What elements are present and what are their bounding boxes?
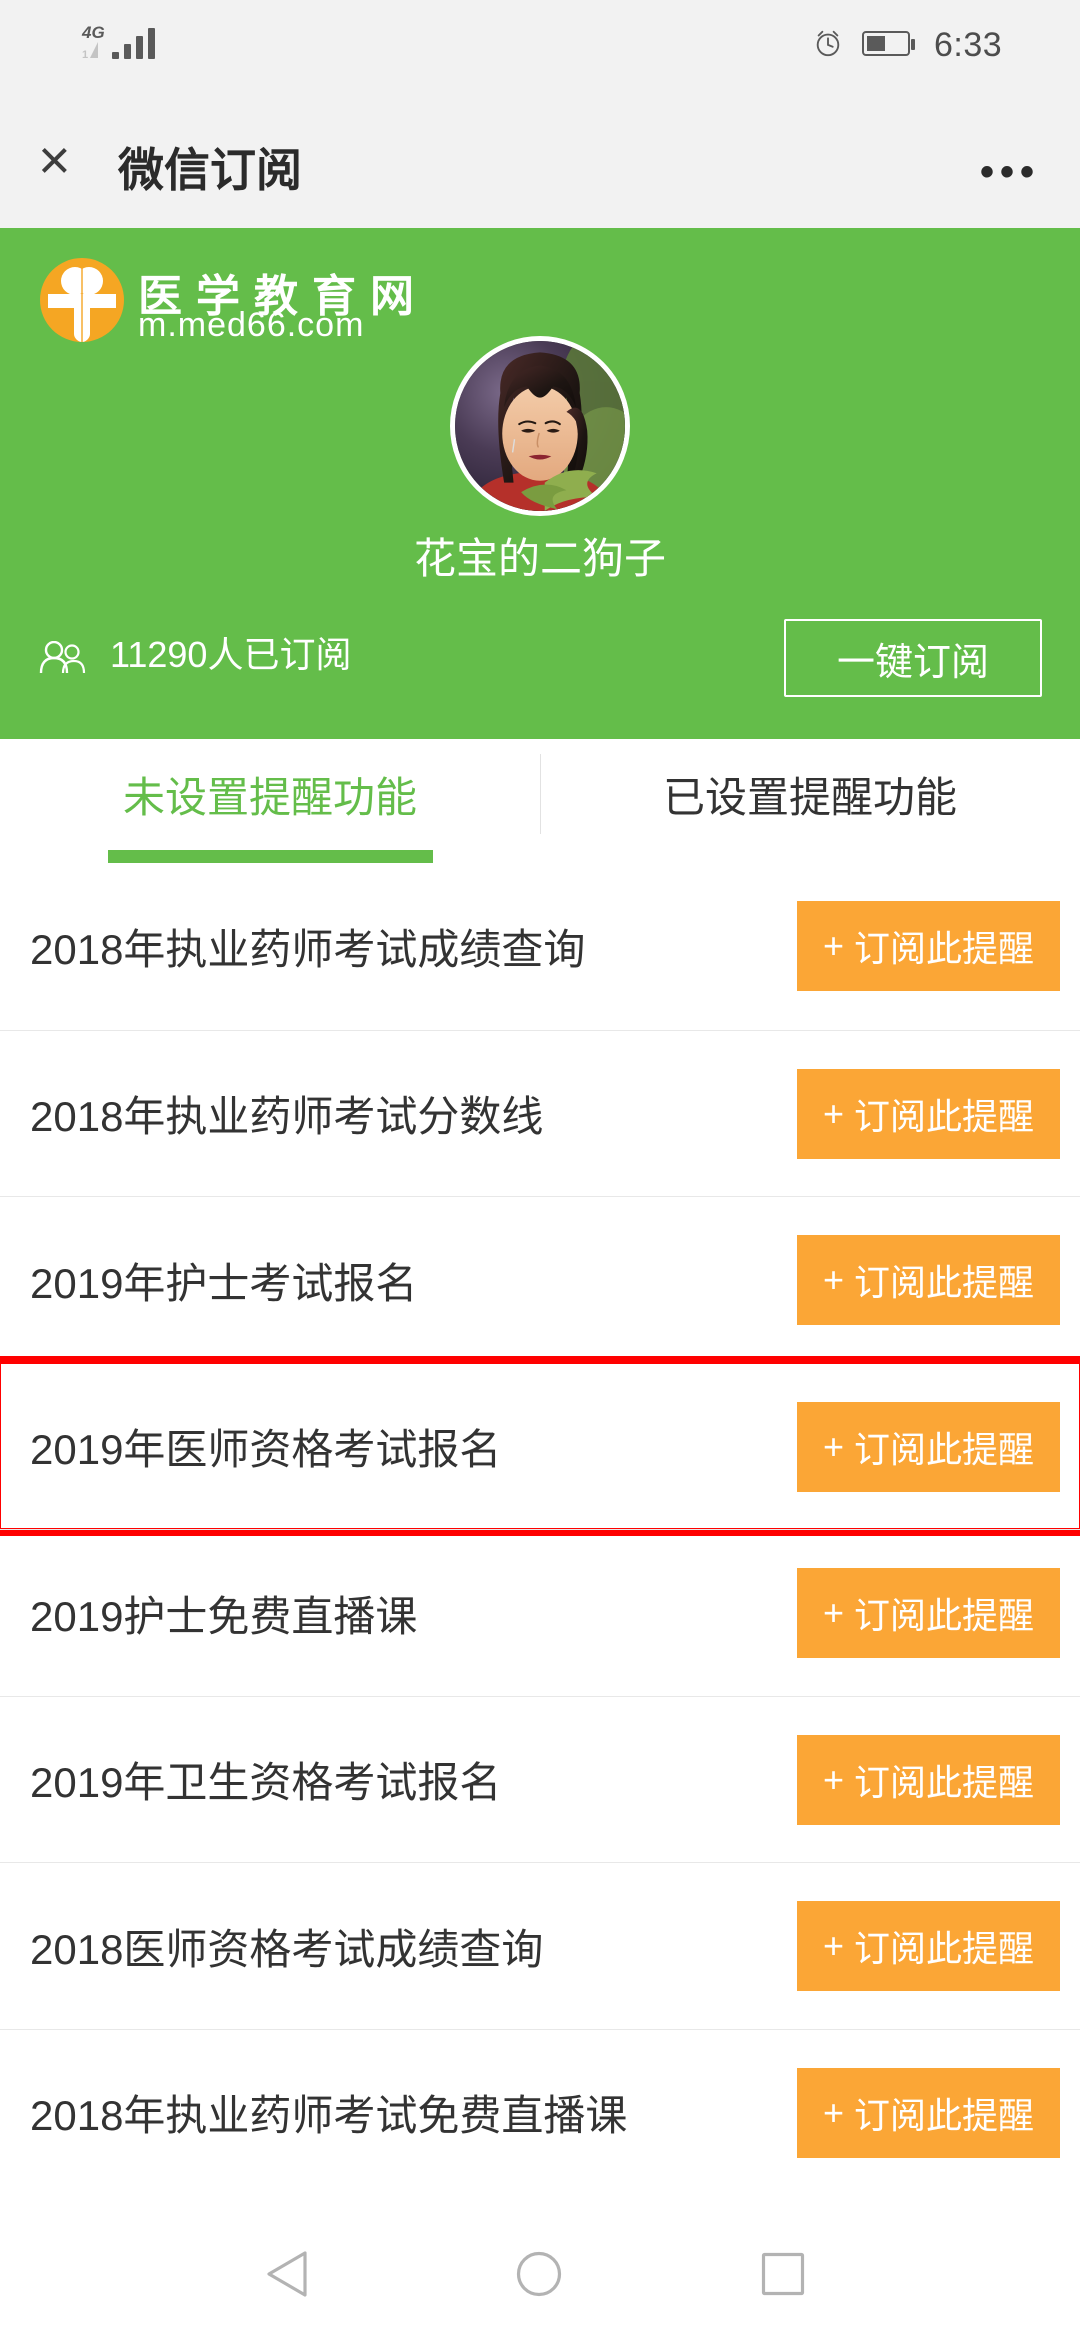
svg-text:1: 1 bbox=[82, 49, 88, 61]
svg-text:4G: 4G bbox=[81, 23, 105, 42]
